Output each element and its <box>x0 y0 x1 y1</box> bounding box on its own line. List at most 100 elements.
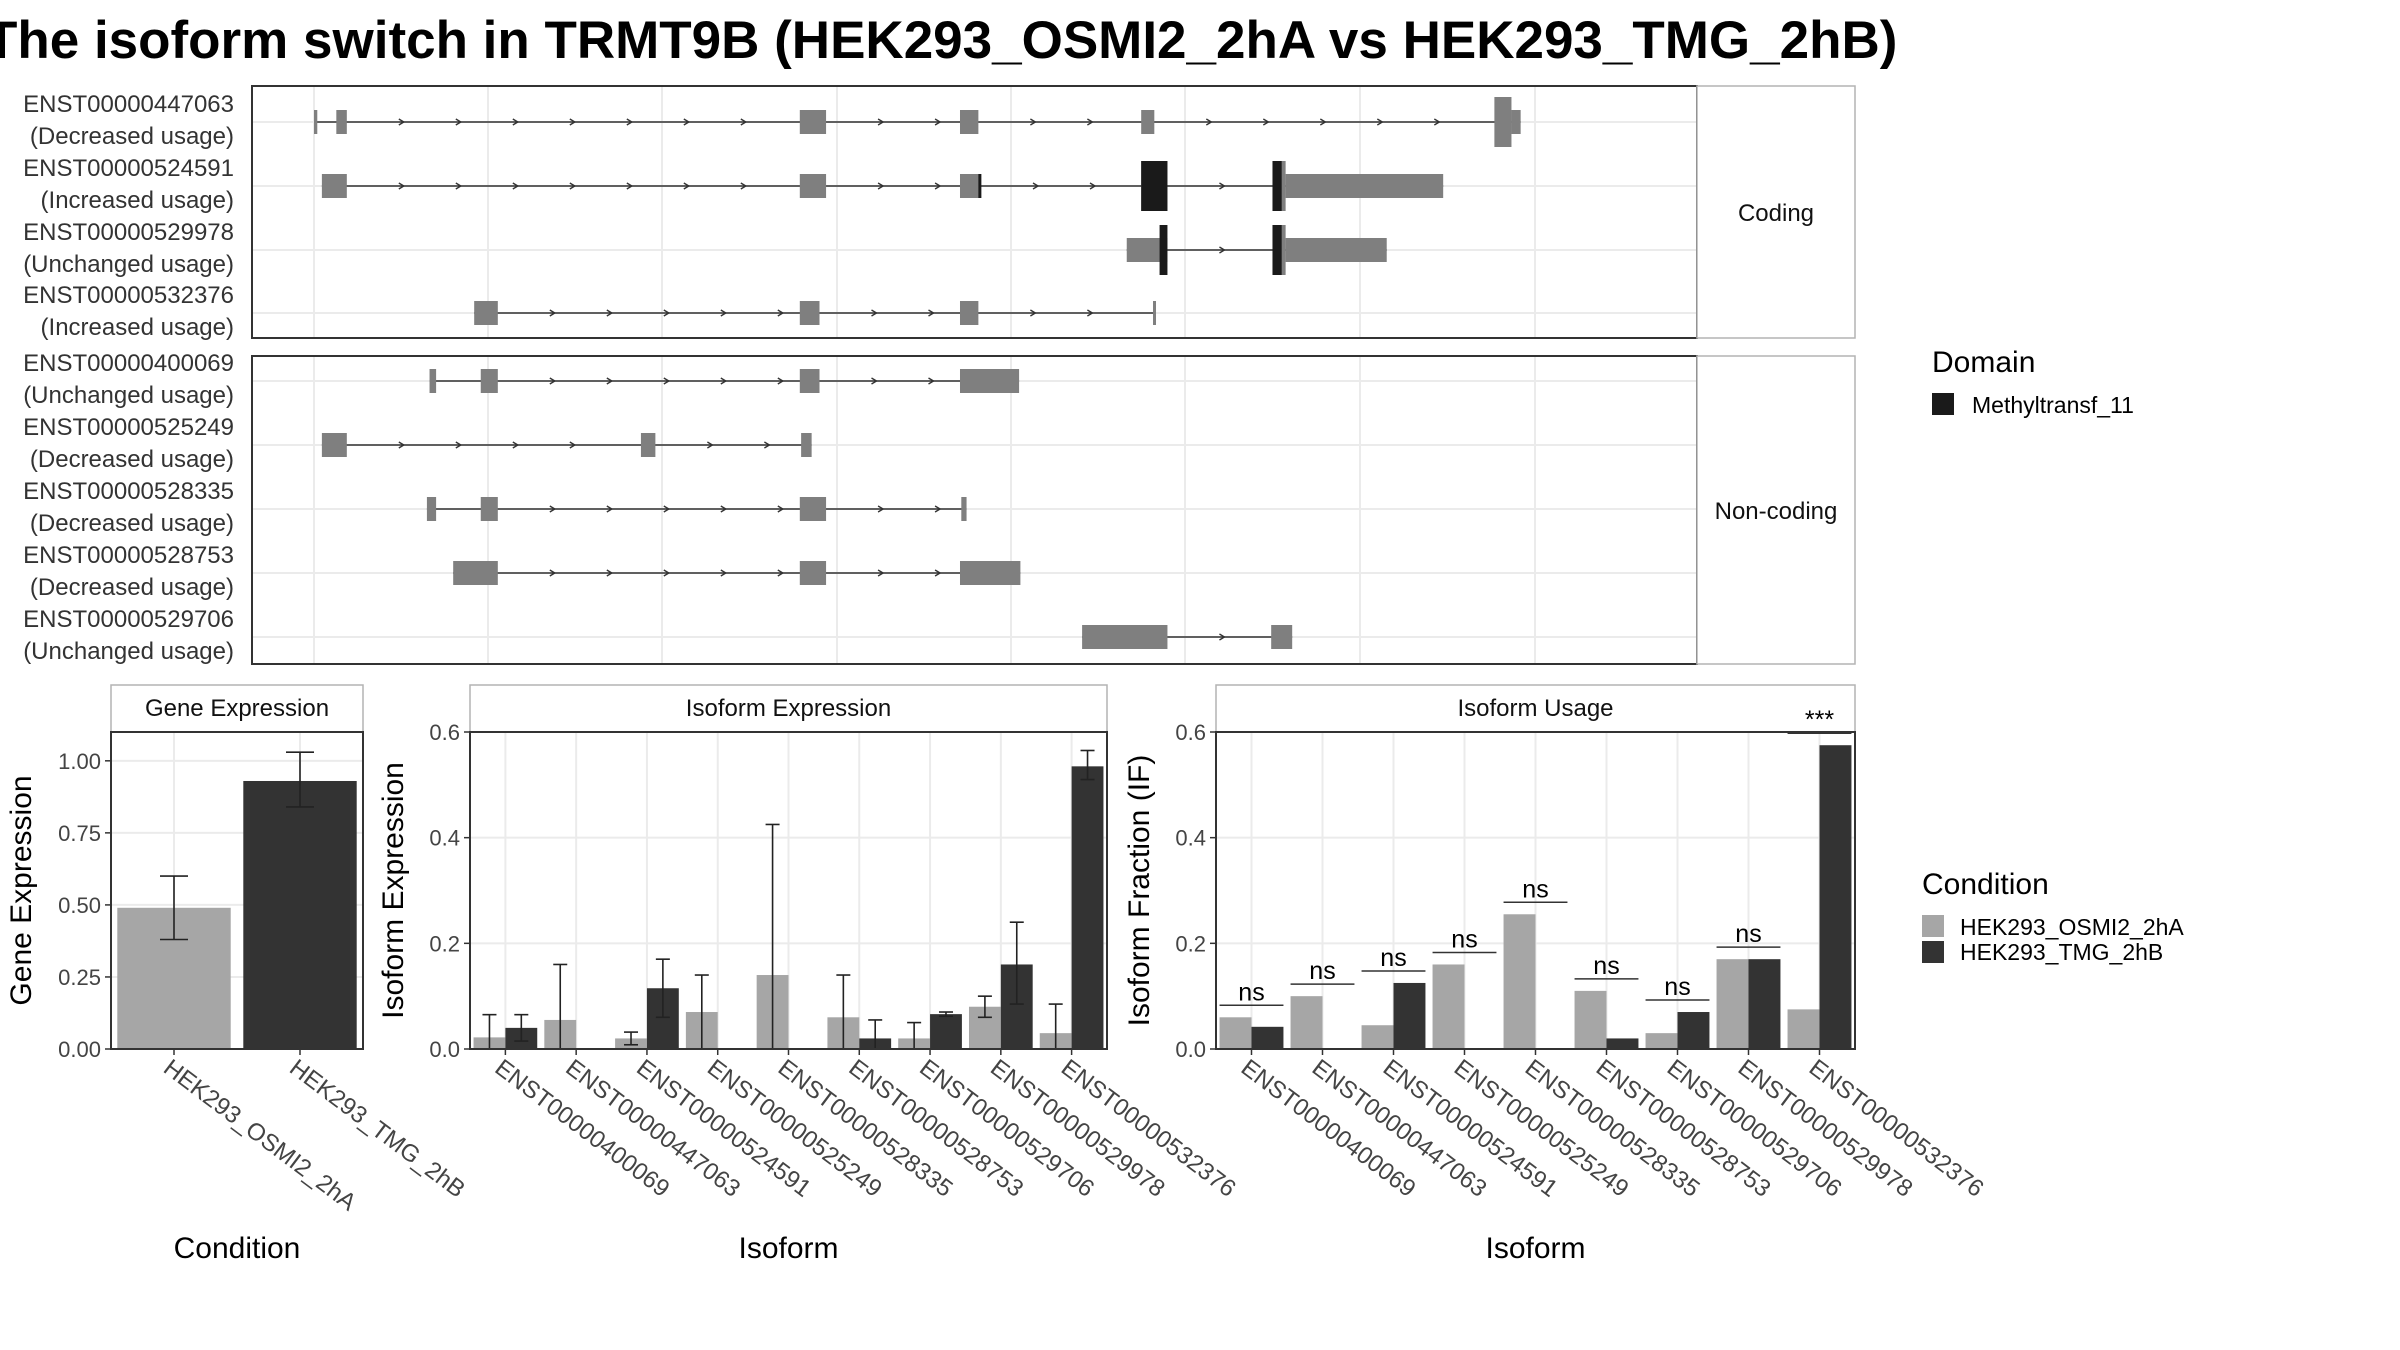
figure-title: The isoform switch in TRMT9B (HEK293_OSM… <box>0 11 1897 70</box>
exon <box>480 497 498 521</box>
y-tick-label: 0.2 <box>429 931 460 956</box>
significance-label: ns <box>1664 973 1690 1001</box>
bar <box>1432 964 1465 1049</box>
intron-arrow <box>871 309 878 317</box>
bar <box>1503 914 1536 1049</box>
intron-arrow <box>549 505 557 513</box>
intron-arrow <box>663 505 671 513</box>
intron-arrow <box>1087 309 1094 317</box>
y-axis-label: Isoform Expression <box>377 762 410 1019</box>
intron-arrow <box>720 505 728 513</box>
intron-arrow <box>398 182 406 190</box>
exon <box>799 561 827 585</box>
intron-arrow <box>1433 118 1441 126</box>
intron-arrow <box>549 377 557 385</box>
exon <box>959 110 979 134</box>
exon <box>640 433 656 457</box>
condition-legend-title: Condition <box>1922 868 2049 901</box>
intron-arrow <box>1087 118 1094 126</box>
y-tick-label: 0.0 <box>429 1037 460 1062</box>
intron-arrow <box>606 309 614 317</box>
exon <box>799 369 820 393</box>
intron-arrow <box>606 505 614 513</box>
significance-label: ns <box>1238 978 1264 1006</box>
exon <box>799 110 827 134</box>
transcript-id-label: ENST00000400069 <box>23 350 234 377</box>
transcript-usage-label: (Unchanged usage) <box>23 638 234 665</box>
intron-arrow <box>549 309 557 317</box>
intron-arrow <box>606 377 614 385</box>
transcript-usage-label: (Decreased usage) <box>30 510 234 537</box>
y-axis-label: Gene Expression <box>5 775 38 1005</box>
intron-arrow <box>720 569 728 577</box>
intron-arrow <box>777 569 785 577</box>
isoform-expression-panel: Isoform Expression0.00.20.40.6ENST000004… <box>377 684 1241 1265</box>
exon <box>1494 97 1512 147</box>
y-tick-label: 0.6 <box>1175 720 1206 745</box>
intron-arrow <box>934 182 942 190</box>
panel-border <box>110 731 364 1050</box>
transcript-ENST00000525249: ENST00000525249 (Decreased usage) <box>23 414 812 473</box>
y-tick-label: 1.00 <box>58 749 101 774</box>
intron-arrow <box>663 309 671 317</box>
structure-panel-1: Non-coding ENST00000400069 (Unchanged usag… <box>23 350 1856 665</box>
x-axis-label: Isoform <box>738 1232 838 1265</box>
y-axis-label: Isoform Fraction (IF) <box>1123 755 1156 1027</box>
panel-border <box>469 731 1108 1050</box>
y-tick-label: 0.4 <box>1175 826 1206 851</box>
y-tick-label: 0.75 <box>58 821 101 846</box>
domain-segment <box>1141 161 1168 211</box>
bar <box>1606 1038 1639 1049</box>
significance-label: *** <box>1805 706 1834 734</box>
significance-label: ns <box>1593 952 1619 980</box>
intron-arrow <box>683 182 691 190</box>
exon <box>474 301 498 325</box>
intron-arrow <box>777 505 785 513</box>
exon <box>799 174 827 198</box>
exon <box>321 174 347 198</box>
intron-arrow <box>663 377 671 385</box>
transcript-id-label: ENST00000447063 <box>23 91 234 118</box>
transcript-usage-label: (Unchanged usage) <box>23 251 234 278</box>
transcript-usage-label: (Unchanged usage) <box>23 382 234 409</box>
intron-arrow <box>549 569 557 577</box>
bar <box>1819 745 1852 1049</box>
significance-label: ns <box>1735 920 1761 948</box>
intron-arrow <box>928 377 935 385</box>
intron-arrow <box>1319 118 1327 126</box>
exon <box>1153 301 1157 325</box>
transcript-ENST00000447063: ENST00000447063 (Decreased usage) <box>23 91 1521 150</box>
bar <box>1219 1017 1252 1049</box>
panel-strip <box>469 684 1108 733</box>
transcript-usage-label: (Decreased usage) <box>30 123 234 150</box>
bar <box>1361 1025 1394 1049</box>
domain-legend-key <box>1932 393 1954 415</box>
intron-arrow <box>1089 182 1097 190</box>
bar <box>1748 959 1781 1049</box>
exon <box>799 497 827 521</box>
panel-border <box>1215 731 1856 1050</box>
exon <box>336 110 347 134</box>
intron-arrow <box>626 182 634 190</box>
intron-arrow <box>1262 118 1270 126</box>
intron-arrow <box>455 118 463 126</box>
intron-arrow <box>1219 633 1226 641</box>
bar <box>1071 766 1104 1049</box>
intron-arrow <box>777 377 785 385</box>
exon <box>959 561 1021 585</box>
intron-arrow <box>934 505 942 513</box>
exon <box>1082 625 1168 649</box>
intron-arrow <box>512 182 520 190</box>
intron-arrow <box>1030 309 1037 317</box>
domain-segment <box>1272 161 1282 211</box>
bar <box>930 1014 962 1049</box>
exon <box>426 497 437 521</box>
y-tick-label: 0.6 <box>429 720 460 745</box>
domain-segment <box>1159 225 1168 275</box>
intron-arrow <box>398 441 406 449</box>
significance-label: ns <box>1309 957 1335 985</box>
intron-arrow <box>1205 118 1213 126</box>
